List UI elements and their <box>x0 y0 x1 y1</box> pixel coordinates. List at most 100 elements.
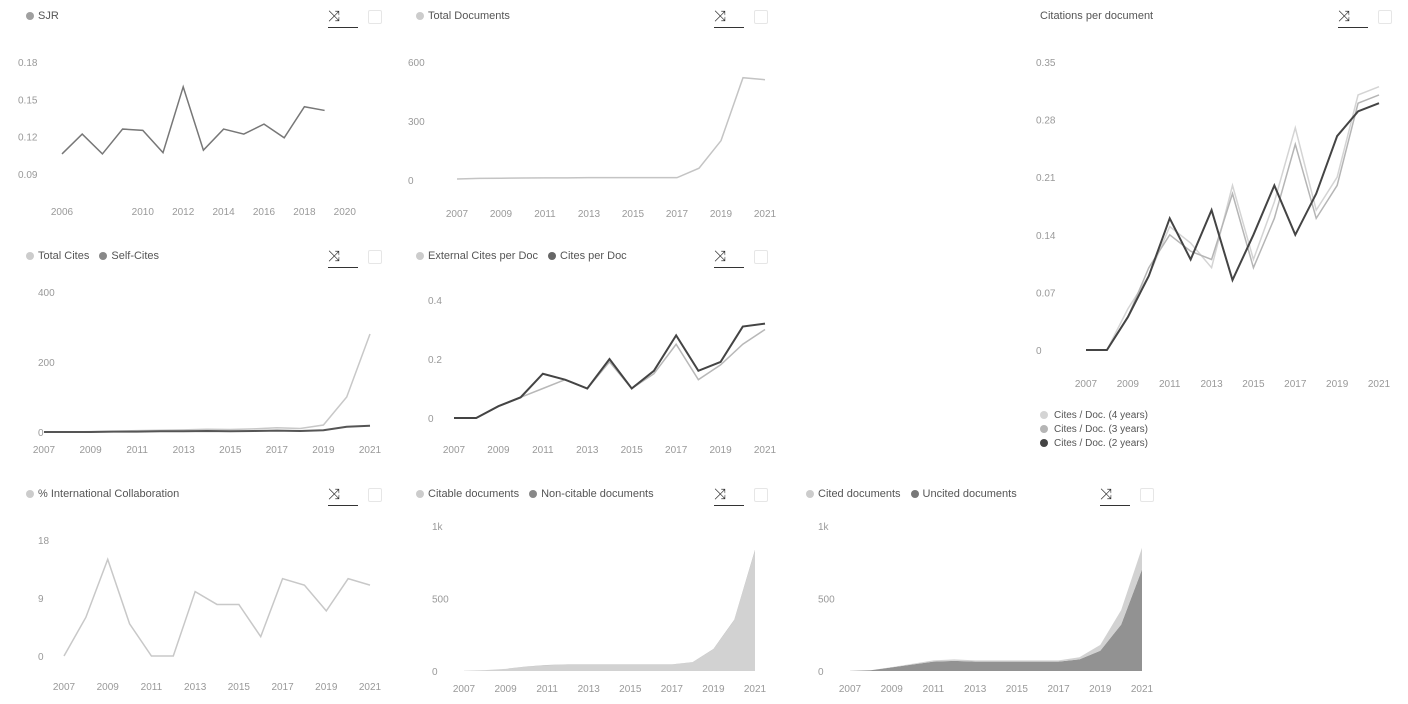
x-tick-label: 2009 <box>490 209 513 220</box>
series-legend-item[interactable]: Cites / Doc. (3 years) <box>1040 424 1148 438</box>
total-cites-chart: 400 200 0 2007 2009 2011 2013 2015 2017 2019 2021 <box>33 288 382 456</box>
x-tick-label: 2015 <box>1006 684 1029 695</box>
legend-item[interactable]: Total Cites <box>26 250 89 262</box>
legend-dot <box>416 252 424 260</box>
chart-panel-cited-documents: Cited documents Uncited documents ⤨ 1k 500… <box>780 478 1170 704</box>
trend-lines-icon[interactable]: ⤨ <box>714 8 744 28</box>
x-tick-label: 2007 <box>446 209 469 220</box>
x-tick-label: 2009 <box>1117 379 1140 390</box>
table-icon[interactable] <box>754 10 768 24</box>
x-tick-label: 2013 <box>184 682 207 693</box>
y-tick-label: 0.2 <box>428 355 442 366</box>
series-legend-label: Cites / Doc. (3 years) <box>1054 424 1148 435</box>
trend-lines-icon[interactable]: ⤨ <box>328 248 358 268</box>
y-tick-label: 0 <box>38 652 44 663</box>
line-series-0 <box>456 76 766 180</box>
x-tick-label: 2015 <box>1242 379 1265 390</box>
x-tick-label: 2016 <box>253 207 276 218</box>
x-tick-label: 2013 <box>173 445 196 456</box>
x-tick-label: 2011 <box>536 684 558 695</box>
legend-dot <box>416 12 424 20</box>
chart-panel-citations-per-document: Citations per document ⤨ 0.35 0.28 0.21 0.1… <box>1014 0 1408 470</box>
cited-documents-chart: 1k 500 0 2007 2009 2011 2013 2015 2017 2019 2021 <box>818 522 1154 695</box>
x-tick-label: 2017 <box>1047 684 1070 695</box>
x-tick-label: 2021 <box>1368 379 1391 390</box>
x-tick-label: 2021 <box>359 445 382 456</box>
x-tick-label: 2019 <box>312 445 335 456</box>
x-tick-label: 2011 <box>126 445 148 456</box>
series-legend-label: Cites / Doc. (4 years) <box>1054 410 1148 421</box>
y-tick-label: 0.15 <box>18 95 38 106</box>
y-tick-label: 0 <box>1036 346 1042 357</box>
chart-legend: Total Cites Self-Cites <box>26 250 169 262</box>
x-tick-label: 2019 <box>1326 379 1349 390</box>
series-legend-item[interactable]: Cites / Doc. (2 years) <box>1040 438 1148 452</box>
table-icon[interactable] <box>754 488 768 502</box>
legend-item[interactable]: % International Collaboration <box>26 488 179 500</box>
table-icon[interactable] <box>368 10 382 24</box>
sjr-chart: 0.18 0.15 0.12 0.09 2006 2010 2012 2014 2016 2018… <box>18 58 356 218</box>
trend-lines-icon[interactable]: ⤨ <box>1338 8 1368 28</box>
x-tick-label: 2017 <box>271 682 294 693</box>
legend-item[interactable]: SJR <box>26 10 59 22</box>
trend-lines-icon[interactable]: ⤨ <box>328 486 358 506</box>
legend-item[interactable]: Cites per Doc <box>548 250 627 262</box>
table-icon[interactable] <box>1140 488 1154 502</box>
x-tick-label: 2019 <box>710 209 733 220</box>
trend-lines-icon[interactable]: ⤨ <box>328 8 358 28</box>
x-tick-label: 2017 <box>1284 379 1307 390</box>
trend-lines-icon[interactable]: ⤨ <box>1100 486 1130 506</box>
y-tick-label: 0.09 <box>18 170 38 181</box>
chart-legend: Cited documents Uncited documents <box>806 488 1027 500</box>
table-icon[interactable] <box>1378 10 1392 24</box>
y-tick-label: 0 <box>432 667 438 678</box>
x-tick-label: 2007 <box>443 445 466 456</box>
chart-legend: % International Collaboration <box>26 488 189 500</box>
x-tick-label: 2009 <box>97 682 120 693</box>
y-tick-label: 500 <box>818 595 835 606</box>
line-series-0 <box>63 557 371 657</box>
legend-dot <box>529 490 538 498</box>
series-legend-item[interactable]: Cites / Doc. (4 years) <box>1040 410 1148 424</box>
external-cites-chart: 0.4 0.2 0 2007 2009 2011 2013 2015 2017 2019 2021 <box>428 296 777 456</box>
trend-lines-icon[interactable]: ⤨ <box>714 248 744 268</box>
chart-legend: SJR <box>26 10 69 22</box>
legend-label: Citations per document <box>1040 10 1154 22</box>
x-tick-label: 2015 <box>619 684 642 695</box>
line-series-0 <box>1086 85 1380 351</box>
legend-item[interactable]: Citable documents <box>416 488 519 500</box>
y-tick-label: 0.28 <box>1036 116 1056 127</box>
legend-item[interactable]: Cited documents <box>806 488 901 500</box>
x-tick-label: 2007 <box>453 684 476 695</box>
table-icon[interactable] <box>754 250 768 264</box>
y-tick-label: 18 <box>38 536 50 547</box>
legend-item[interactable]: Total Documents <box>416 10 510 22</box>
y-tick-label: 0.12 <box>18 133 38 144</box>
citations-per-document-chart: 0.35 0.28 0.21 0.14 0.07 0 2007 2009 2011 2013 201… <box>1036 58 1391 390</box>
legend-item[interactable]: External Cites per Doc <box>416 250 538 262</box>
legend-dot <box>1040 439 1048 447</box>
international-collaboration-chart: 18 9 0 2007 2009 2011 2013 2015 2017 2019 2021 <box>38 536 382 693</box>
legend-label: % International Collaboration <box>38 488 180 500</box>
table-icon[interactable] <box>368 488 382 502</box>
chart-panel-external-cites: External Cites per Doc Cites per Doc ⤨ 0.… <box>390 240 780 470</box>
legend-item[interactable]: Non-citable documents <box>529 488 654 500</box>
area-series-0 <box>464 550 755 671</box>
legend-item[interactable]: Citations per document <box>1040 10 1153 22</box>
x-tick-label: 2021 <box>754 209 777 220</box>
legend-label: Total Cites <box>38 250 90 262</box>
y-tick-label: 0.07 <box>1036 288 1056 299</box>
x-tick-label: 2019 <box>702 684 725 695</box>
x-tick-label: 2015 <box>219 445 242 456</box>
chart-panel-international-collaboration: % International Collaboration ⤨ 18 9 0 2007… <box>0 478 390 704</box>
legend-item[interactable]: Self-Cites <box>99 250 159 262</box>
x-tick-label: 2013 <box>964 684 987 695</box>
table-icon[interactable] <box>368 250 382 264</box>
legend-dot <box>26 490 34 498</box>
trend-lines-icon[interactable]: ⤨ <box>714 486 744 506</box>
y-tick-label: 400 <box>38 288 55 299</box>
legend-item[interactable]: Uncited documents <box>910 488 1017 500</box>
y-tick-label: 0.4 <box>428 296 442 307</box>
x-tick-label: 2015 <box>228 682 251 693</box>
line-series-2 <box>1086 102 1380 351</box>
